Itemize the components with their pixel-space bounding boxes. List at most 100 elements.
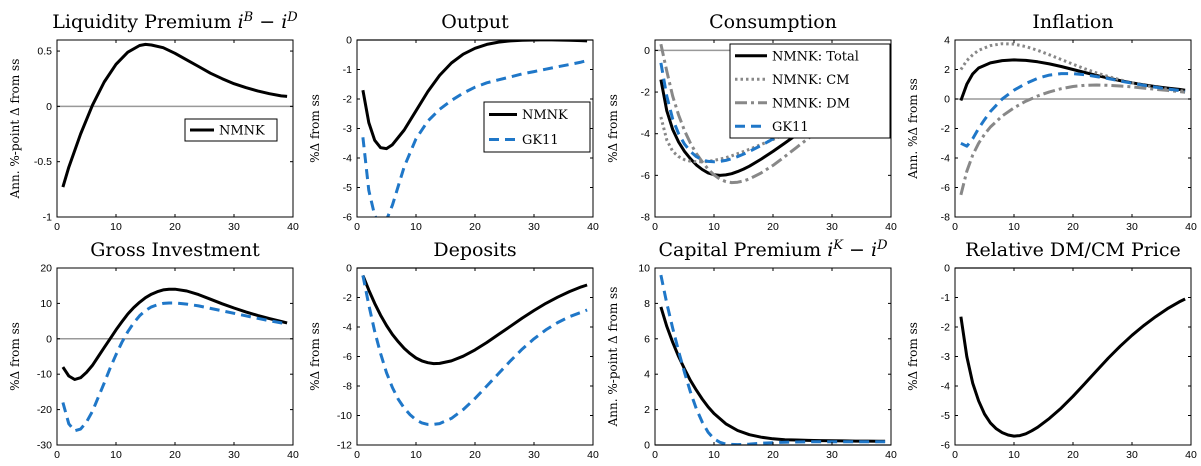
x-tick-label: 40 <box>885 449 897 461</box>
x-tick-label: 0 <box>952 449 958 461</box>
y-tick-label: -2 <box>343 292 352 304</box>
series-line <box>361 40 588 151</box>
y-tick-label: 0.5 <box>37 46 52 58</box>
chart-panel-5: Gross Investment %Δ from ss 0 10 20 30 40 -30 -2… <box>8 239 299 461</box>
y-tick-label: 20 <box>40 263 52 275</box>
y-tick-label: 0 <box>644 440 650 452</box>
y-tick-label: -2 <box>641 87 650 99</box>
y-tick-label: -20 <box>37 404 52 416</box>
x-tick-label: 0 <box>652 449 658 461</box>
x-tick-label: 20 <box>469 449 481 461</box>
legend-label: NMNK: CM <box>772 73 850 88</box>
series-line <box>61 42 288 188</box>
chart-title: Gross Investment <box>90 239 260 261</box>
series-line <box>659 306 886 443</box>
legend: NMNK GK11 <box>483 101 591 153</box>
y-tick-label: -4 <box>641 128 650 140</box>
y-tick-label: 4 <box>944 35 950 47</box>
y-tick-label: -6 <box>641 170 650 182</box>
x-tick-label: 40 <box>287 449 299 461</box>
series-line <box>959 42 1186 93</box>
x-tick-label: 20 <box>767 449 779 461</box>
x-tick-label: 40 <box>1185 221 1197 233</box>
y-tick-label: -1 <box>343 64 352 76</box>
x-tick-label: 20 <box>1067 449 1079 461</box>
axes-box <box>654 267 892 446</box>
axes-box <box>356 267 594 446</box>
series-line <box>959 58 1186 102</box>
chart-title: Consumption <box>709 11 837 33</box>
y-tick-label: -8 <box>941 212 950 224</box>
y-axis-label: Ann. %Δ from ss <box>906 78 920 180</box>
y-tick-label: -4 <box>343 153 352 165</box>
y-tick-label: 0 <box>644 45 650 57</box>
legend: NMNK <box>184 118 278 142</box>
legend: NMNK: Total NMNK: CM NMNK: DM GK11 <box>729 43 891 139</box>
y-tick-label: 8 <box>644 298 650 310</box>
series-line <box>959 297 1186 438</box>
chart-title: Inflation <box>1032 11 1113 33</box>
x-tick-label: 20 <box>469 221 481 233</box>
legend-label: NMNK: DM <box>772 96 850 111</box>
y-tick-label: 2 <box>944 64 950 76</box>
y-tick-label: 0 <box>944 94 950 106</box>
y-tick-label: -5 <box>343 182 352 194</box>
y-tick-label: 2 <box>644 404 650 416</box>
y-tick-label: -2 <box>343 94 352 106</box>
y-tick-label: 10 <box>638 263 650 275</box>
chart-panel-8: Relative DM/CM Price %Δ from ss 0 10 20 30 40 -… <box>906 239 1197 461</box>
y-axis-label: %Δ from ss <box>308 94 322 163</box>
y-tick-label: -3 <box>343 123 352 135</box>
y-tick-label: -4 <box>941 153 950 165</box>
series-line <box>659 274 886 445</box>
y-tick-label: 0 <box>346 35 352 47</box>
y-tick-label: -10 <box>337 410 352 422</box>
legend-label: NMNK <box>522 108 568 123</box>
x-tick-label: 0 <box>354 449 360 461</box>
y-tick-label: -3 <box>941 351 950 363</box>
y-tick-label: -2 <box>941 123 950 135</box>
x-tick-label: 40 <box>885 221 897 233</box>
x-tick-label: 30 <box>228 449 240 461</box>
x-tick-label: 40 <box>287 221 299 233</box>
legend-label: GK11 <box>522 133 559 148</box>
y-tick-label: -8 <box>641 212 650 224</box>
y-tick-label: -4 <box>343 322 352 334</box>
axes-box <box>56 267 294 446</box>
x-tick-label: 10 <box>1008 449 1020 461</box>
x-tick-label: 20 <box>169 449 181 461</box>
x-tick-label: 30 <box>528 449 540 461</box>
y-tick-label: 10 <box>40 298 52 310</box>
y-tick-label: 0 <box>46 333 52 345</box>
y-tick-label: 0 <box>346 263 352 275</box>
x-tick-label: 10 <box>708 449 720 461</box>
series-line <box>659 43 886 185</box>
x-tick-label: 40 <box>587 221 599 233</box>
x-tick-label: 0 <box>652 221 658 233</box>
series-line <box>61 287 288 381</box>
y-tick-label: -4 <box>941 381 950 393</box>
legend-label: GK11 <box>772 120 809 135</box>
series-line <box>361 275 588 426</box>
y-axis-label: Ann. %-point Δ from ss <box>8 59 22 200</box>
y-tick-label: -30 <box>37 440 52 452</box>
chart-panel-3: Consumption %Δ from ss 0 10 20 30 40 -8 -6 -4 -2 0 N… <box>606 11 897 233</box>
y-axis-label: %Δ from ss <box>308 322 322 391</box>
y-tick-label: 6 <box>644 333 650 345</box>
chart-panel-1: Liquidity Premium iB − iD Ann. %-point Δ … <box>8 10 299 234</box>
legend-label: NMNK: Total <box>772 49 859 64</box>
chart-title: Deposits <box>433 239 516 261</box>
x-tick-label: 10 <box>708 221 720 233</box>
x-tick-label: 30 <box>1126 449 1138 461</box>
y-tick-label: 0 <box>46 101 52 113</box>
x-tick-label: 40 <box>1185 449 1197 461</box>
y-axis-label: %Δ from ss <box>906 322 920 391</box>
y-tick-label: -12 <box>337 440 352 452</box>
y-tick-label: -10 <box>37 369 52 381</box>
y-tick-label: -2 <box>941 322 950 334</box>
x-tick-label: 0 <box>354 221 360 233</box>
axes-box <box>954 267 1192 446</box>
x-tick-label: 10 <box>110 221 122 233</box>
